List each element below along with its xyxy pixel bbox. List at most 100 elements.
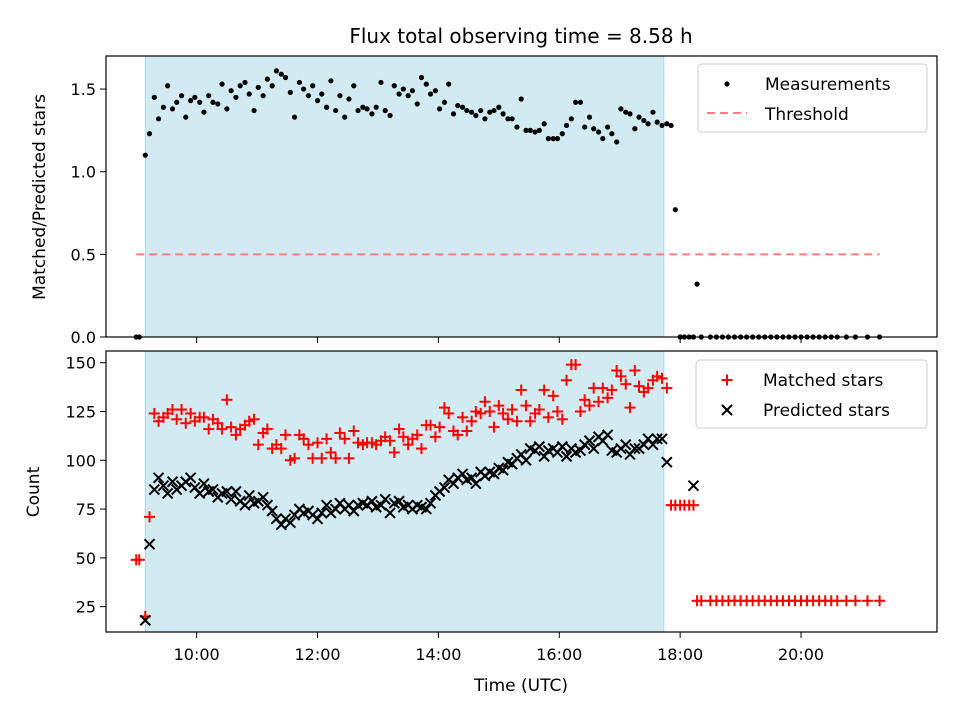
legend-threshold-label: Threshold	[764, 105, 849, 125]
matched-star-point	[488, 421, 500, 433]
measurement-point	[527, 127, 533, 133]
x-axis-label: Time (UTC)	[473, 676, 568, 696]
matched-star-point	[334, 427, 346, 439]
predicted-star-point	[221, 485, 233, 498]
matched-star-point	[415, 443, 427, 455]
cross-b	[601, 429, 614, 441]
predicted-star-point	[157, 479, 170, 492]
bottom-ytick-label: 125	[65, 402, 96, 421]
bottom-axes-frame	[105, 350, 938, 633]
predicted-star-point	[207, 483, 219, 496]
matched-star-point	[261, 423, 273, 435]
measurement-point	[595, 129, 602, 135]
cross-b	[184, 472, 197, 484]
cross-b	[166, 476, 179, 488]
cross-b	[334, 497, 346, 509]
cross-b	[348, 505, 360, 517]
matched-star-point	[225, 421, 237, 433]
measurement-point	[278, 71, 284, 77]
measurement-point	[586, 114, 593, 120]
measurement-point	[174, 99, 180, 105]
bottom-ytick-label: 150	[65, 354, 96, 373]
cross-b	[447, 477, 460, 490]
matched-star-point	[425, 419, 437, 431]
predicted-star-point	[225, 493, 237, 506]
measurement-point	[559, 131, 565, 137]
matched-star-point	[203, 423, 215, 435]
matched-star-point	[602, 392, 614, 404]
measurement-point	[169, 106, 176, 112]
predicted-star-point	[320, 499, 333, 511]
matched-star-point	[642, 382, 654, 394]
bottom-xtick-label: 10:00	[174, 645, 220, 664]
measurement-point	[405, 93, 411, 99]
measurement-point	[305, 93, 312, 99]
predicted-star-point	[166, 476, 179, 488]
cross-b	[629, 442, 641, 455]
cross-b	[266, 505, 278, 517]
measurement-point	[287, 89, 293, 95]
measurement-point	[455, 102, 461, 109]
matched-star-point	[279, 429, 291, 441]
predicted-star-point	[311, 513, 324, 525]
bottom-ytick-label: 25	[76, 598, 96, 617]
cross-b	[270, 513, 283, 525]
bottom-ylabel: Count	[24, 466, 44, 517]
legend-matched-label: Matched stars	[763, 371, 883, 391]
predicted-star-point	[316, 507, 328, 519]
matched-star-point	[212, 417, 224, 429]
cross-b	[515, 448, 527, 461]
matched-star-point	[861, 595, 873, 607]
measurement-point	[641, 117, 647, 124]
measurement-point	[627, 111, 633, 117]
cross-b	[656, 433, 668, 445]
measurement-point	[333, 107, 339, 114]
cross-b	[198, 477, 210, 490]
predicted-star-point	[379, 493, 391, 506]
matched-star-point	[475, 407, 487, 419]
matched-star-point	[620, 378, 632, 390]
cross-b	[284, 517, 297, 529]
measurement-point	[632, 126, 638, 132]
predicted-star-point	[143, 538, 156, 550]
predicted-star-point	[497, 464, 509, 476]
matched-star-point	[502, 413, 514, 425]
matched-star-point	[470, 405, 482, 417]
measurement-point	[541, 121, 547, 127]
cross-b	[384, 507, 396, 519]
measurement-point	[536, 127, 542, 133]
measurement-point	[391, 83, 397, 89]
cross-b	[311, 513, 324, 525]
cross-b	[620, 438, 632, 451]
measurement-point	[183, 114, 189, 120]
measurement-point	[482, 116, 488, 122]
predicted-star-point	[620, 438, 632, 451]
matched-star-point	[661, 382, 673, 394]
matched-star-point	[148, 407, 160, 419]
measurement-point	[614, 139, 620, 145]
measurement-point	[178, 93, 185, 99]
matched-star-point	[343, 452, 355, 464]
matched-star-point	[384, 435, 396, 447]
matched-star-point	[651, 370, 663, 382]
matched-star-point	[497, 407, 509, 419]
predicted-star-point	[465, 472, 478, 484]
predicted-star-point	[588, 442, 600, 455]
top-ytick-label: 0.5	[71, 245, 96, 264]
bottom-ytick-label: 50	[76, 549, 96, 568]
cross-b	[329, 503, 342, 515]
cross-b	[638, 438, 650, 451]
cross-b	[560, 450, 573, 463]
measurement-point	[355, 107, 361, 114]
matched-star-point	[547, 390, 559, 402]
matched-star-point	[515, 384, 527, 396]
cross-b	[533, 440, 546, 453]
measurement-point	[505, 116, 511, 122]
predicted-star-point	[161, 487, 174, 500]
predicted-star-point	[184, 472, 197, 484]
ratio-panel: 0.0 0.5 1.0 1.5 Measurements Threshold	[71, 55, 938, 347]
matched-star-point	[687, 499, 699, 511]
matched-star-point	[561, 374, 573, 386]
cross-b	[257, 491, 269, 504]
measurement-point	[291, 114, 298, 120]
